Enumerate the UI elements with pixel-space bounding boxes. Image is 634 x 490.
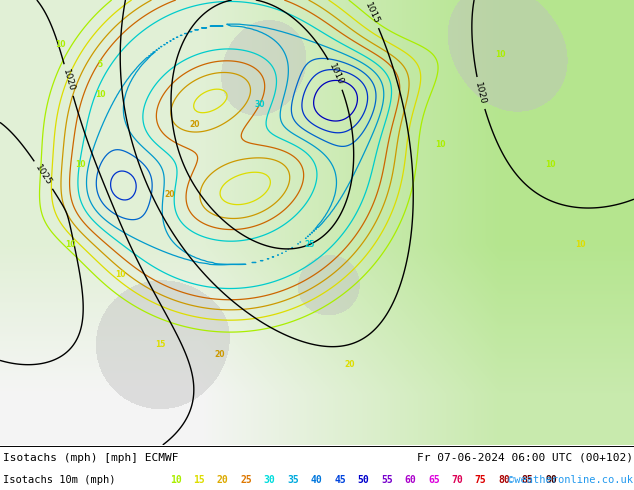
Text: 85: 85: [522, 475, 534, 485]
Text: 1025: 1025: [34, 163, 53, 187]
Text: 10: 10: [495, 50, 505, 59]
Text: 10: 10: [75, 160, 85, 170]
Text: 55: 55: [381, 475, 393, 485]
Text: 1010: 1010: [327, 62, 345, 87]
Text: 20: 20: [190, 121, 200, 129]
Text: 75: 75: [475, 475, 487, 485]
Text: Isotachs (mph) [mph] ECMWF: Isotachs (mph) [mph] ECMWF: [3, 453, 179, 463]
Text: ©weatheronline.co.uk: ©weatheronline.co.uk: [508, 475, 633, 485]
Text: 30: 30: [255, 100, 265, 109]
Text: 80: 80: [498, 475, 510, 485]
Text: 90: 90: [545, 475, 557, 485]
Text: 60: 60: [404, 475, 417, 485]
Text: 15: 15: [193, 475, 205, 485]
Text: 1020: 1020: [61, 68, 76, 92]
Text: Isotachs 10m (mph): Isotachs 10m (mph): [3, 475, 115, 485]
Text: 5: 5: [98, 60, 103, 70]
Text: 1020: 1020: [474, 81, 488, 105]
Text: 10: 10: [55, 41, 65, 49]
Text: 25: 25: [240, 475, 252, 485]
Text: 20: 20: [215, 350, 225, 360]
Text: 30: 30: [264, 475, 276, 485]
Text: 25: 25: [305, 241, 315, 249]
Text: 45: 45: [334, 475, 346, 485]
Text: 50: 50: [358, 475, 370, 485]
Text: 20: 20: [345, 361, 355, 369]
Text: 10: 10: [575, 241, 585, 249]
Text: 10: 10: [65, 241, 75, 249]
Text: 35: 35: [287, 475, 299, 485]
Text: 40: 40: [311, 475, 323, 485]
Text: 20: 20: [165, 191, 175, 199]
Text: Fr 07-06-2024 06:00 UTC (00+102): Fr 07-06-2024 06:00 UTC (00+102): [417, 453, 633, 463]
Text: 10: 10: [115, 270, 126, 279]
Text: 1015: 1015: [363, 0, 381, 25]
Text: 65: 65: [428, 475, 440, 485]
Text: 70: 70: [451, 475, 463, 485]
Text: 20: 20: [217, 475, 229, 485]
Text: 10: 10: [94, 91, 105, 99]
Text: 15: 15: [155, 341, 165, 349]
Text: 10: 10: [170, 475, 182, 485]
Text: 10: 10: [545, 160, 555, 170]
Text: 10: 10: [435, 141, 445, 149]
